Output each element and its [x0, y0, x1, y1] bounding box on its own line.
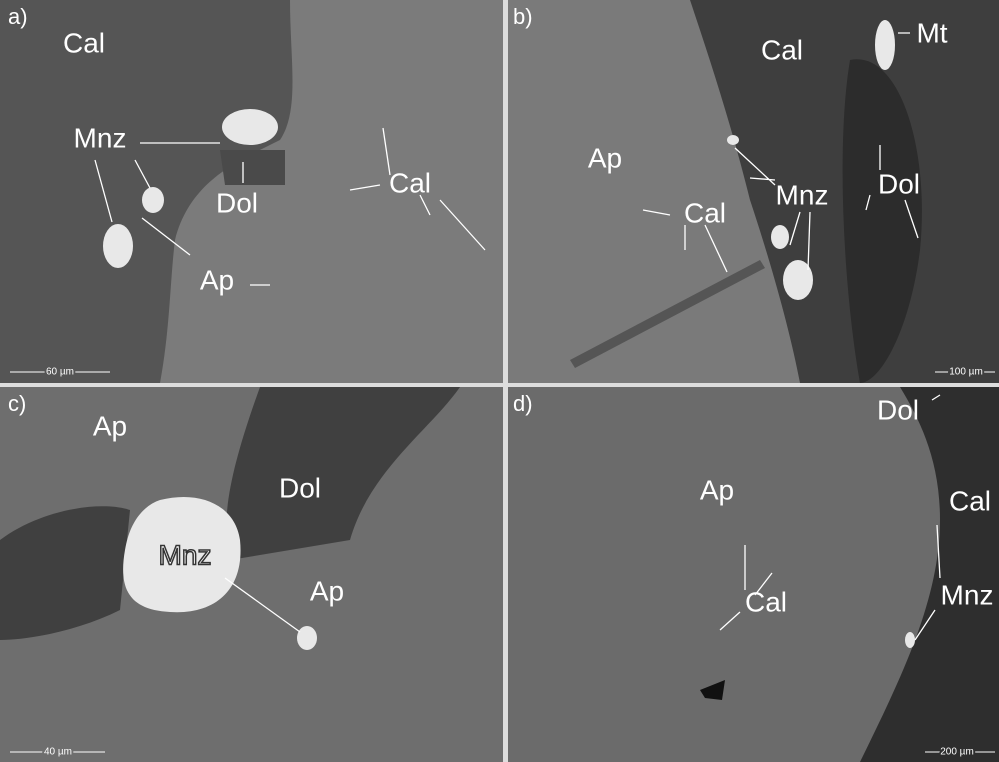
annotation: Mt: [916, 17, 947, 48]
dolomite: [226, 387, 460, 560]
dolomite: [860, 387, 999, 762]
grain: [727, 135, 739, 145]
annotation: Cal: [949, 485, 991, 516]
grain: [783, 260, 813, 300]
annotation: Mnz: [159, 539, 212, 570]
annotation: Mnz: [776, 179, 829, 210]
annotation: Cal: [761, 34, 803, 65]
annotation: Ap: [200, 264, 234, 295]
annotation: Ap: [93, 410, 127, 441]
panel-b: b) Cal Mt Ap Mnz Dol Cal 100 µm: [508, 0, 999, 383]
grain: [142, 187, 164, 213]
arrows: [719, 394, 941, 641]
annotation: Mnz: [941, 579, 994, 610]
divider: [0, 383, 999, 387]
annotation: Mnz: [74, 122, 127, 153]
scale-label: 40 µm: [44, 747, 72, 758]
arrows: [94, 127, 486, 286]
dolomite: [220, 150, 285, 185]
arrows: [224, 577, 301, 633]
annotation: Dol: [878, 168, 920, 199]
annotation: Cal: [684, 197, 726, 228]
panel-d: d) Dol Ap Cal Cal Mnz 200 µm: [508, 387, 999, 762]
panel-label: a): [8, 4, 28, 29]
dolomite: [842, 59, 922, 383]
panel-label: b): [513, 4, 533, 29]
annotation: Dol: [216, 187, 258, 218]
grain: [222, 109, 278, 145]
scale-label: 60 µm: [46, 367, 74, 378]
divider: [503, 0, 508, 762]
arrows: [642, 32, 919, 273]
scale-label: 100 µm: [949, 367, 983, 378]
panel-label: c): [8, 391, 26, 416]
grain: [297, 626, 317, 650]
grain: [771, 225, 789, 249]
dolomite: [0, 506, 130, 640]
apatite-region: [160, 0, 503, 383]
panel-c: c) Ap Dol Mnz Ap 40 µm: [0, 387, 503, 762]
monazite: [123, 496, 241, 613]
annotation: Ap: [310, 575, 344, 606]
panel-a: a) Cal Mnz Dol Cal Ap 60 µm: [0, 0, 503, 383]
annotation: Ap: [700, 474, 734, 505]
annotation: Cal: [63, 27, 105, 58]
vein: [570, 260, 765, 368]
annotation: Ap: [588, 142, 622, 173]
grain: [875, 20, 895, 70]
annotation: Cal: [745, 586, 787, 617]
scale-label: 200 µm: [940, 747, 974, 758]
annotation: Dol: [279, 472, 321, 503]
panel-label: d): [513, 391, 533, 416]
grain: [905, 632, 915, 648]
grain: [103, 224, 133, 268]
pore: [700, 680, 725, 700]
annotation: Dol: [877, 394, 919, 425]
annotation: Cal: [389, 167, 431, 198]
